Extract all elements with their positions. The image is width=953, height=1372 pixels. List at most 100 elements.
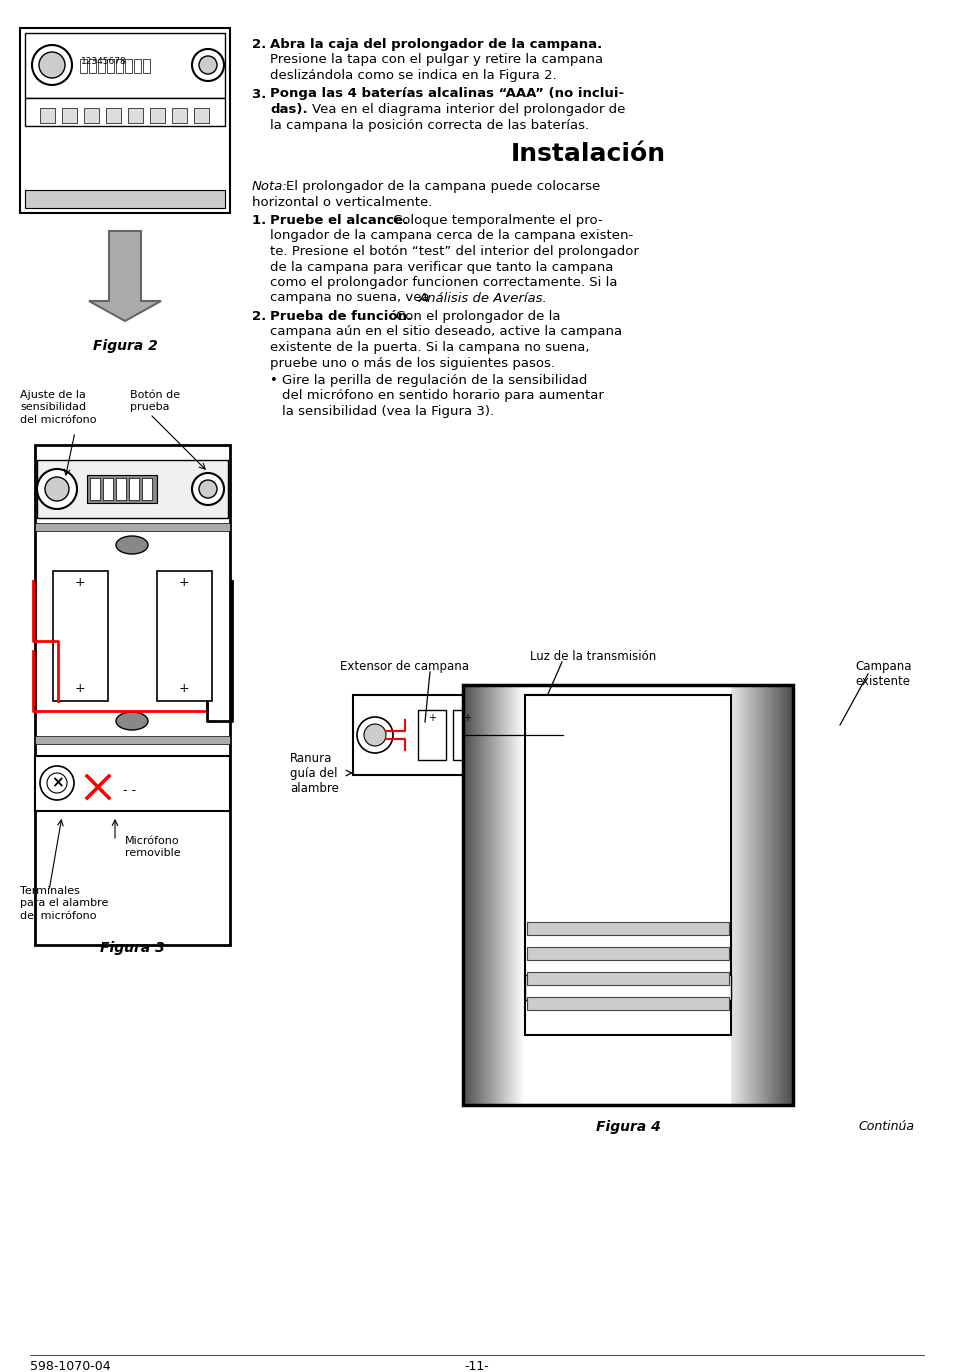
Bar [521, 685, 522, 1104]
Bar [486, 685, 488, 1104]
Bar [745, 685, 746, 1104]
Bar [475, 685, 476, 1104]
Text: Presione la tapa con el pulgar y retire la campana: Presione la tapa con el pulgar y retire … [270, 54, 602, 66]
Bar [491, 685, 492, 1104]
Bar [742, 685, 743, 1104]
Ellipse shape [116, 712, 148, 730]
Circle shape [47, 772, 67, 793]
Bar [20, 27, 230, 213]
Bar [780, 685, 781, 1104]
Bar [753, 685, 754, 1104]
Bar [490, 685, 491, 1104]
Bar [80, 59, 87, 73]
Text: +: + [74, 576, 85, 590]
Circle shape [364, 724, 386, 746]
Bar [733, 685, 734, 1104]
Text: Coloque temporalmente el pro-: Coloque temporalmente el pro- [393, 214, 602, 226]
Bar [741, 685, 742, 1104]
Bar [758, 685, 759, 1104]
Bar [468, 685, 469, 1104]
Ellipse shape [116, 536, 148, 554]
Bar [35, 735, 230, 744]
Bar [496, 685, 497, 1104]
Bar [157, 571, 212, 701]
Text: deslizándola como se indica en la Figura 2.: deslizándola como se indica en la Figura… [270, 69, 557, 82]
Bar [735, 685, 737, 1104]
Bar [142, 477, 152, 499]
Bar [495, 685, 496, 1104]
Bar [485, 685, 486, 1104]
Text: Gire la perilla de regulación de la sensibilidad: Gire la perilla de regulación de la sens… [282, 375, 587, 387]
Bar [474, 685, 475, 1104]
Bar [107, 59, 113, 73]
Bar [133, 59, 141, 73]
Bar [53, 571, 108, 701]
Bar [760, 685, 761, 1104]
Text: Figura 3: Figura 3 [99, 941, 164, 955]
Bar [757, 685, 758, 1104]
Bar [762, 685, 763, 1104]
Text: Ponga las 4 baterías alcalinas “AAA” (no inclui-: Ponga las 4 baterías alcalinas “AAA” (no… [270, 88, 623, 100]
Bar [514, 685, 515, 1104]
Bar [504, 685, 505, 1104]
Bar [763, 685, 764, 1104]
Bar [25, 33, 225, 97]
Bar [778, 685, 779, 1104]
Bar [497, 715, 525, 755]
Bar [752, 685, 753, 1104]
Bar [522, 685, 523, 1104]
Text: Con el prolongador de la: Con el prolongador de la [395, 310, 560, 322]
Circle shape [39, 52, 65, 78]
Bar [748, 685, 749, 1104]
Circle shape [356, 718, 393, 753]
Bar [739, 685, 740, 1104]
Bar [453, 709, 480, 760]
Bar [731, 685, 732, 1104]
Bar [515, 685, 516, 1104]
Bar [771, 685, 772, 1104]
Bar [512, 685, 513, 1104]
Bar [768, 685, 769, 1104]
Bar [783, 685, 784, 1104]
Bar [465, 685, 467, 1104]
Text: Vea en el diagrama interior del prolongador de: Vea en el diagrama interior del prolonga… [312, 103, 625, 117]
Bar [734, 685, 735, 1104]
Bar [467, 685, 468, 1104]
Text: Micrófono
removible: Micrófono removible [125, 836, 180, 859]
Polygon shape [89, 230, 161, 321]
Text: existente de la puerta. Si la campana no suena,: existente de la puerta. Si la campana no… [270, 342, 589, 354]
Bar [125, 59, 132, 73]
Bar [772, 685, 773, 1104]
Bar [779, 685, 780, 1104]
Circle shape [533, 730, 542, 740]
Text: la campana la posición correcta de las baterías.: la campana la posición correcta de las b… [270, 118, 589, 132]
Bar [503, 685, 504, 1104]
Text: Abra la caja del prolongador de la campana.: Abra la caja del prolongador de la campa… [270, 38, 601, 51]
Bar [785, 685, 786, 1104]
Bar [25, 189, 225, 209]
Bar [513, 685, 514, 1104]
Text: Campana
existente: Campana existente [854, 660, 910, 687]
Text: das).: das). [270, 103, 307, 117]
Bar [462, 685, 792, 1104]
Bar [463, 685, 464, 1104]
Bar [790, 685, 791, 1104]
Text: campana no suena, vea: campana no suena, vea [270, 291, 434, 305]
Bar [470, 685, 471, 1104]
Bar [353, 696, 562, 775]
Bar [489, 685, 490, 1104]
Text: +: + [462, 713, 471, 723]
Bar [749, 685, 750, 1104]
Text: El prolongador de la campana puede colocarse: El prolongador de la campana puede coloc… [286, 180, 599, 193]
Text: campana aún en el sitio deseado, active la campana: campana aún en el sitio deseado, active … [270, 325, 621, 339]
Bar [759, 685, 760, 1104]
Text: +: + [428, 713, 436, 723]
Bar [502, 685, 503, 1104]
Bar [789, 685, 790, 1104]
Text: del micrófono en sentido horario para aumentar: del micrófono en sentido horario para au… [282, 390, 603, 402]
Bar [746, 685, 747, 1104]
Bar [464, 685, 465, 1104]
Text: Prueba de función.: Prueba de función. [270, 310, 412, 322]
Bar [505, 685, 506, 1104]
Text: 2.: 2. [252, 38, 273, 51]
